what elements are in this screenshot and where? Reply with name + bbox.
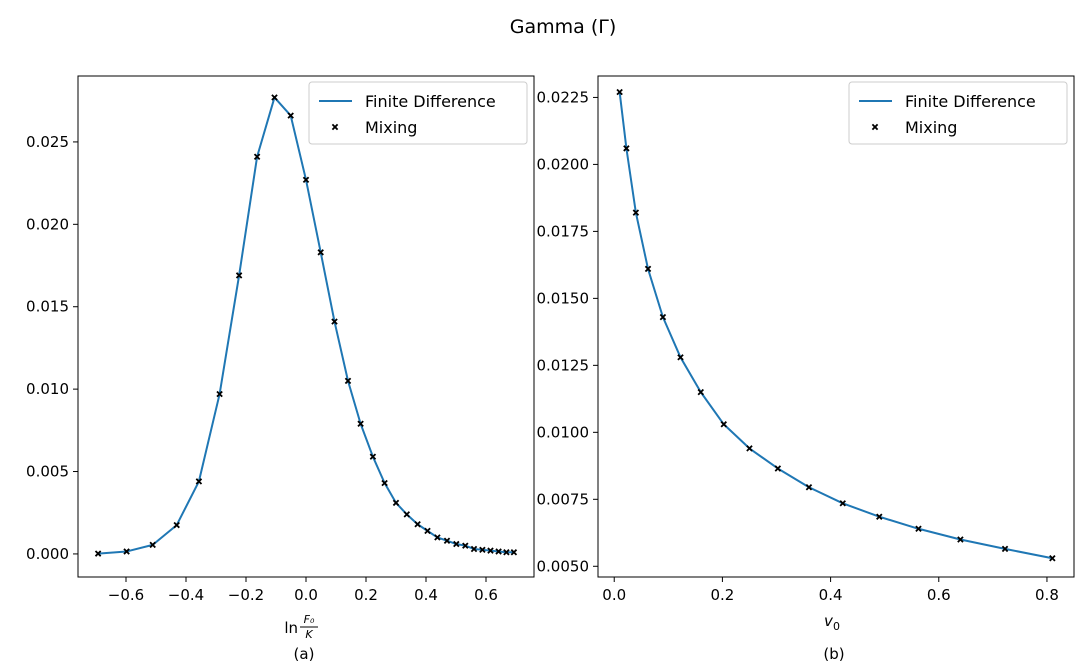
mixing-point [424,527,431,535]
x-axis-label-denominator: K [305,628,313,641]
y-tick-label: 0.025 [26,133,69,151]
figure-title: Gamma (Γ) [510,16,616,38]
mixing-point [403,511,411,518]
mixing-point [357,420,364,427]
y-tick-label: 0.0200 [537,155,590,173]
mixing-point [443,537,451,544]
x-tick-label: 0.4 [819,586,843,604]
mixing-point [344,377,352,385]
mixing-point [94,550,102,557]
mixing-point [746,445,753,452]
x-axis-label-var: v [824,612,834,630]
mixing-point [697,388,705,396]
y-tick-label: 0.0125 [537,356,590,374]
x-tick-label: 0.2 [710,586,734,604]
mixing-point [287,112,294,119]
x-axis-label: v0 [824,612,840,633]
series-line-finite-difference [98,96,514,555]
y-tick-label: 0.005 [26,463,69,481]
x-tick-label: 0.0 [294,586,318,604]
x-tick-label: −0.4 [168,586,204,604]
x-tick-label: −0.2 [228,586,264,604]
mixing-point [915,525,922,533]
mixing-point [839,500,846,507]
mixing-point [503,549,510,556]
mixing-point [805,484,813,491]
panel-a: −0.6 −0.4 −0.2 0.0 0.2 0.4 0.6 0.000 0.005 0.010 0… [26,75,535,663]
plot-frame [597,75,1075,578]
x-tick-label: −0.6 [108,586,144,604]
mixing-point [253,153,261,160]
mixing-point [434,534,441,541]
series-line-finite-difference [618,91,1053,560]
x-tick-label: 0.0 [602,586,626,604]
legend-marker-swatch [331,123,339,131]
y-tick-label: 0.000 [26,545,69,563]
mixing-point [470,545,478,553]
mixing-point [495,548,502,555]
plot-frame [77,75,535,578]
legend-box [848,81,1068,145]
mixing-point [381,479,388,487]
mixing-point [302,176,310,184]
mixing-point [616,88,623,96]
legend-entry-mixing: Mixing [365,118,417,137]
y-tick-label: 0.0150 [537,289,590,307]
mixing-point [720,421,727,428]
y-tick-label: 0.0075 [537,490,590,508]
mixing-point [414,521,421,528]
mixing-point [623,145,630,152]
legend-marker-swatch [871,123,879,131]
mixing-point [392,499,400,507]
mixing-point [644,265,652,273]
legend-entry-finite-difference: Finite Difference [905,92,1036,111]
mixing-point [369,453,377,460]
legend-entry-mixing: Mixing [905,118,957,137]
x-tick-label: 0.8 [1035,586,1059,604]
x-tick-label: 0.2 [354,586,378,604]
mixing-point [479,546,486,554]
panel-caption: (b) [823,645,844,663]
y-tick-label: 0.010 [26,380,69,398]
mixing-point [317,249,324,256]
mixing-point [1049,555,1056,562]
y-tick-label: 0.0225 [537,88,590,106]
panel-b: 0.0 0.2 0.4 0.6 0.8 0.0050 0.0075 0.0100 0.0125 0… [537,75,1075,663]
mixing-point [195,478,203,485]
mixing-point [453,540,460,548]
y-tick-label: 0.0050 [537,557,590,575]
legend-box [308,81,528,145]
mixing-point [1001,545,1009,553]
x-tick-label: 0.6 [474,586,498,604]
x-tick-label: 0.6 [927,586,951,604]
mixing-point [331,318,338,325]
mixing-point [659,313,667,321]
y-tick-label: 0.0175 [537,222,590,240]
x-tick-label: 0.4 [414,586,438,604]
y-tick-label: 0.0100 [537,423,590,441]
mixing-point [487,547,494,554]
x-axis-label-subscript: 0 [833,620,840,633]
mixing-point [632,209,640,216]
mixing-point [216,390,223,398]
mixing-point [774,465,782,472]
x-axis-label-numerator: F₀ [304,613,315,626]
mixing-point [462,542,469,549]
legend-entry-finite-difference: Finite Difference [365,92,496,111]
mixing-point [123,548,130,555]
mixing-point [510,549,518,556]
panel-caption: (a) [294,645,315,663]
mixing-point [957,536,964,543]
mixing-point [235,272,243,279]
y-tick-label: 0.020 [26,215,69,233]
x-axis-label-ln: ln [284,619,298,637]
mixing-point [173,521,180,529]
mixing-point [876,513,883,520]
mixing-point [677,354,684,361]
mixing-point [271,94,278,101]
mixing-point [149,541,156,549]
y-tick-label: 0.015 [26,298,69,316]
